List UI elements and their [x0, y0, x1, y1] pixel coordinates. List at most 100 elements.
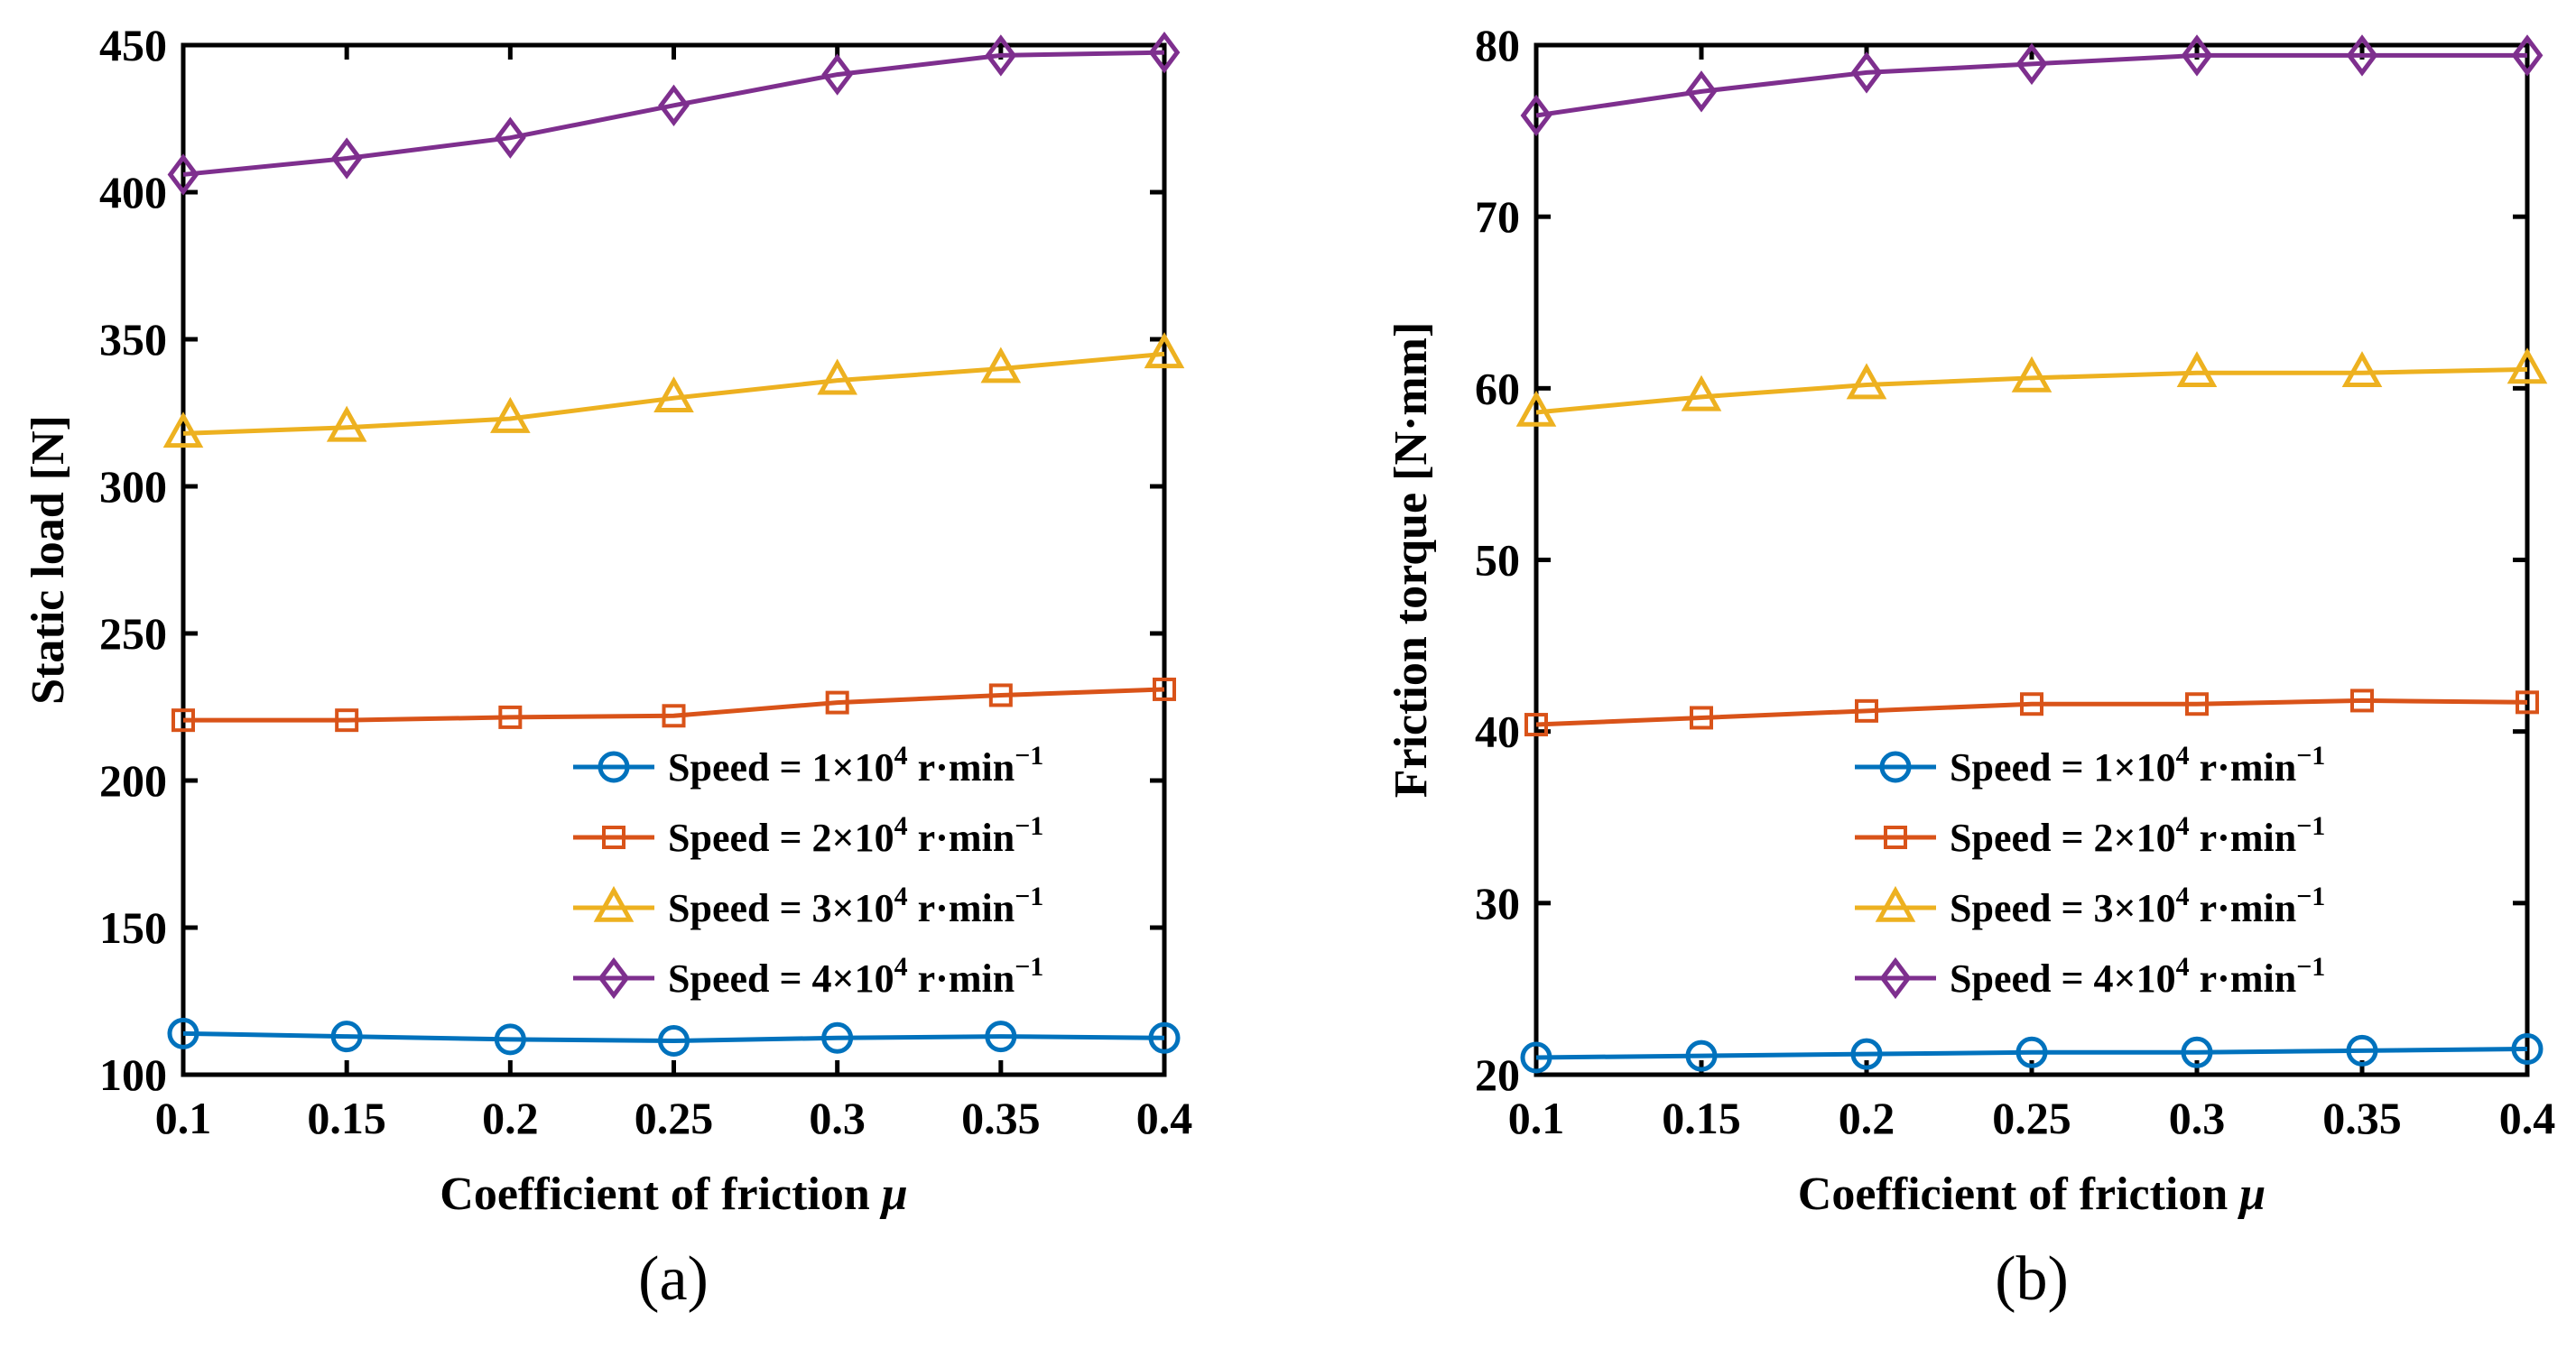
data-point [658, 84, 690, 126]
x-tick-label: 0.1 [155, 1093, 212, 1143]
series-1 [167, 1017, 1181, 1058]
data-point [1148, 31, 1181, 74]
data-point [1153, 677, 1176, 701]
data-point [2511, 34, 2544, 77]
legend-superscript: −1 [2296, 882, 2325, 911]
data-point [335, 708, 359, 733]
data-point [167, 1017, 199, 1049]
legend-superscript: −1 [1015, 952, 1043, 982]
legend-text-part: Speed = 2×10 [1950, 816, 2176, 860]
x-tick-label: 0.15 [307, 1093, 386, 1143]
legend-text-part: r·min [908, 745, 1015, 790]
legend-superscript: 4 [894, 952, 908, 982]
x-axis-title-symbol: μ [2237, 1169, 2266, 1220]
data-point [326, 405, 367, 442]
data-point [171, 708, 195, 733]
data-point [662, 704, 686, 728]
y-axis-title: Static load [N] [23, 415, 74, 705]
y-tick-label: 80 [1475, 20, 1520, 70]
x-tick-label: 0.2 [482, 1093, 539, 1143]
series-line [182, 351, 1165, 436]
legend-superscript: 4 [2176, 811, 2190, 841]
data-point [2185, 692, 2209, 716]
data-point [1524, 713, 1548, 737]
x-axis-title: Coefficient of friction μ [1798, 1169, 2266, 1220]
y-tick-label: 40 [1475, 707, 1520, 757]
series-3 [1515, 347, 2548, 427]
data-point [825, 690, 849, 715]
x-tick-label: 0.35 [2322, 1093, 2402, 1143]
data-point [1681, 374, 1722, 411]
data-point [821, 53, 854, 96]
data-point [2020, 692, 2043, 716]
legend-superscript: −1 [1015, 882, 1043, 911]
data-point [821, 1021, 854, 1054]
data-point [162, 411, 204, 448]
series-line [1535, 366, 2528, 415]
legend-superscript: 4 [2176, 952, 2190, 982]
data-point [2507, 347, 2548, 384]
y-tick-label: 60 [1475, 363, 1520, 413]
data-point [494, 116, 526, 159]
legend-text-part: r·min [908, 816, 1015, 860]
y-tick-label: 50 [1475, 535, 1520, 586]
series-1 [1520, 1032, 2544, 1074]
legend-text-part: r·min [2190, 745, 2297, 790]
series-3 [162, 332, 1185, 448]
legend-superscript: 4 [894, 882, 908, 911]
x-axis-title-symbol: μ [879, 1169, 908, 1220]
data-point [2511, 1032, 2544, 1065]
legend-text-part: Speed = 4×10 [668, 956, 894, 1001]
y-tick-label: 100 [99, 1049, 167, 1100]
legend-entry: Speed = 2×104 r·min−1 [668, 811, 1043, 860]
data-point [1850, 1038, 1883, 1070]
x-tick-label: 0.35 [961, 1093, 1041, 1143]
y-axis-title: Friction torque [N·mm] [1385, 322, 1437, 799]
series-line [182, 50, 1165, 177]
legend-entry: Speed = 1×104 r·min−1 [668, 741, 1043, 790]
data-point [2346, 34, 2378, 77]
chart-panel-b: 0.1 0.15 0.2 0.25 0.3 0.35 0.4 20 30 40 50 60 70 80 Co… [1385, 20, 2555, 1314]
legend-marker [602, 826, 625, 849]
y-tick-label: 300 [99, 461, 167, 512]
x-tick-label: 0.3 [809, 1093, 866, 1143]
data-point [1148, 1021, 1181, 1054]
x-tick-label: 0.1 [1508, 1093, 1565, 1143]
legend-text-part: Speed = 1×10 [668, 745, 894, 790]
legend-superscript: 4 [894, 741, 908, 771]
data-point [1685, 70, 1718, 113]
data-point [1520, 1041, 1552, 1074]
legend-marker [1879, 751, 1912, 783]
data-point [498, 705, 523, 729]
legend-marker [1875, 885, 1916, 922]
data-point [985, 1021, 1017, 1053]
legend-text-part: Speed = 3×10 [668, 886, 894, 930]
series-line [1535, 1046, 2528, 1060]
legend-text-part: r·min [2190, 956, 2297, 1001]
data-point [653, 376, 694, 412]
legend-entry: Speed = 4×104 r·min−1 [668, 952, 1043, 1001]
y-tick-label: 350 [99, 314, 167, 365]
legend-entry: Speed = 3×104 r·min−1 [1950, 882, 2325, 930]
y-tick-label: 20 [1475, 1049, 1520, 1100]
legend-text-part: r·min [908, 886, 1015, 930]
data-point [1855, 698, 1878, 723]
legend-marker [1884, 826, 1907, 849]
series-2 [171, 677, 1176, 733]
series-line [182, 1030, 1165, 1044]
legend-marker [598, 751, 630, 783]
y-tick-label: 70 [1475, 191, 1520, 242]
legend-superscript: 4 [2176, 741, 2190, 771]
data-point [2341, 351, 2383, 388]
x-axis-title: Coefficient of friction μ [440, 1169, 907, 1220]
series-line [183, 687, 1165, 723]
legend-superscript: −1 [2296, 811, 2325, 841]
legend-superscript: 4 [894, 811, 908, 841]
data-point [1515, 390, 1557, 427]
data-point [985, 34, 1017, 77]
legend-superscript: −1 [1015, 741, 1043, 771]
data-point [1685, 1039, 1718, 1072]
x-tick-label: 0.15 [1662, 1093, 1741, 1143]
